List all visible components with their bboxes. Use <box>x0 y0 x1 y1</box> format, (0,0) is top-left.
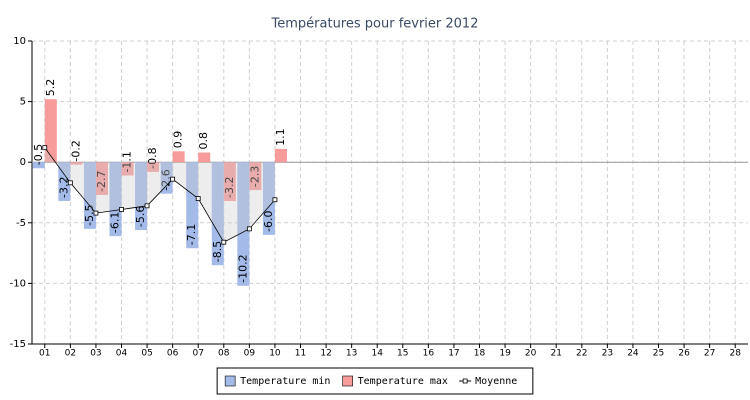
legend-label: Temperature min <box>240 376 330 387</box>
data-label: -2.3 <box>248 166 261 187</box>
x-tick-label: 09 <box>244 349 256 359</box>
data-label: -6.1 <box>108 212 121 233</box>
bar <box>95 162 108 195</box>
x-tick-label: 25 <box>653 349 664 359</box>
data-label: 1.1 <box>274 128 287 146</box>
line-marker <box>42 145 48 151</box>
x-tick-label: 12 <box>320 349 331 359</box>
x-tick-label: 06 <box>167 349 179 359</box>
bar <box>44 99 57 163</box>
y-tick-label: -15 <box>10 339 26 350</box>
line <box>44 147 276 243</box>
line-marker <box>67 180 73 186</box>
x-tick-label: 21 <box>550 349 561 359</box>
x-tick-label: 08 <box>218 349 230 359</box>
bar <box>262 162 275 235</box>
y-tick-label: -10 <box>10 278 26 289</box>
data-label: -2.6 <box>160 169 173 190</box>
legend-box <box>216 367 534 395</box>
x-tick-label: 19 <box>499 349 511 359</box>
bar <box>274 148 287 163</box>
y-tick-label: 5 <box>20 97 26 108</box>
data-label: -1.1 <box>121 151 134 172</box>
x-tick-label: 04 <box>116 349 128 359</box>
chart-title: Températures pour fevrier 2012 <box>271 17 479 32</box>
x-tick-label: 24 <box>627 349 639 359</box>
x-tick-label: 10 <box>269 349 281 359</box>
data-label: 0.8 <box>197 132 210 150</box>
legend-swatch <box>224 375 236 387</box>
data-label: -0.8 <box>146 147 159 168</box>
bar <box>109 162 122 237</box>
bar <box>83 162 96 229</box>
y-tick-label: 10 <box>13 36 26 47</box>
data-label: -6.0 <box>262 210 275 231</box>
bar <box>237 162 250 286</box>
x-tick-label: 13 <box>346 349 357 359</box>
data-label: -2.7 <box>95 170 108 191</box>
line-marker <box>272 197 278 203</box>
legend-swatch <box>342 375 353 387</box>
line-marker <box>195 196 201 201</box>
bar <box>70 162 83 165</box>
x-tick-label: 02 <box>65 349 76 359</box>
data-label: -0.5 <box>32 144 45 165</box>
data-label: -0.2 <box>69 140 82 161</box>
y-tick-label: 0 <box>20 157 26 168</box>
x-tick-label: 16 <box>423 349 435 359</box>
bar <box>160 162 173 194</box>
x-tick-label: 27 <box>704 349 715 359</box>
x-tick-label: 11 <box>295 349 306 359</box>
x-tick-label: 01 <box>39 349 50 359</box>
x-tick-label: 17 <box>448 349 459 359</box>
legend-label: Moyenne <box>475 376 517 387</box>
data-label: 5.2 <box>44 79 57 97</box>
data-label: -10.2 <box>236 254 249 282</box>
data-label: -5.6 <box>134 206 147 227</box>
x-tick-label: 22 <box>576 349 587 359</box>
line-marker <box>144 203 150 209</box>
bar <box>223 162 236 201</box>
x-tick-label: 07 <box>192 349 203 359</box>
x-tick-label: 26 <box>678 349 690 359</box>
bar <box>198 152 211 163</box>
line-area <box>44 147 275 243</box>
legend-label: Temperature max <box>358 376 448 387</box>
line-marker <box>119 207 124 212</box>
y-tick-label: -5 <box>16 218 26 229</box>
bar <box>147 162 160 172</box>
data-label: -3.2 <box>57 177 70 198</box>
x-tick-label: 14 <box>371 349 383 359</box>
bar <box>32 162 45 169</box>
bar <box>172 151 185 163</box>
x-tick-label: 23 <box>602 349 613 359</box>
bar <box>121 162 134 176</box>
x-tick-label: 20 <box>525 349 537 359</box>
line-marker <box>221 239 227 245</box>
bar <box>211 162 224 266</box>
bar <box>249 162 262 191</box>
data-label: -7.1 <box>185 224 198 245</box>
bar <box>186 162 199 249</box>
x-tick-label: 18 <box>474 349 486 359</box>
data-label: 0.9 <box>172 131 185 149</box>
legend-swatch <box>462 378 468 384</box>
x-tick-label: 28 <box>729 349 741 359</box>
x-tick-label: 03 <box>90 349 101 359</box>
bar <box>58 162 71 201</box>
line-marker <box>170 176 176 182</box>
x-tick-label: 05 <box>141 349 152 359</box>
line-marker <box>93 210 99 216</box>
line-marker <box>246 226 252 232</box>
x-tick-label: 15 <box>397 349 408 359</box>
data-label: -8.5 <box>211 241 224 262</box>
data-label: -3.2 <box>223 177 236 198</box>
bar <box>135 162 148 231</box>
